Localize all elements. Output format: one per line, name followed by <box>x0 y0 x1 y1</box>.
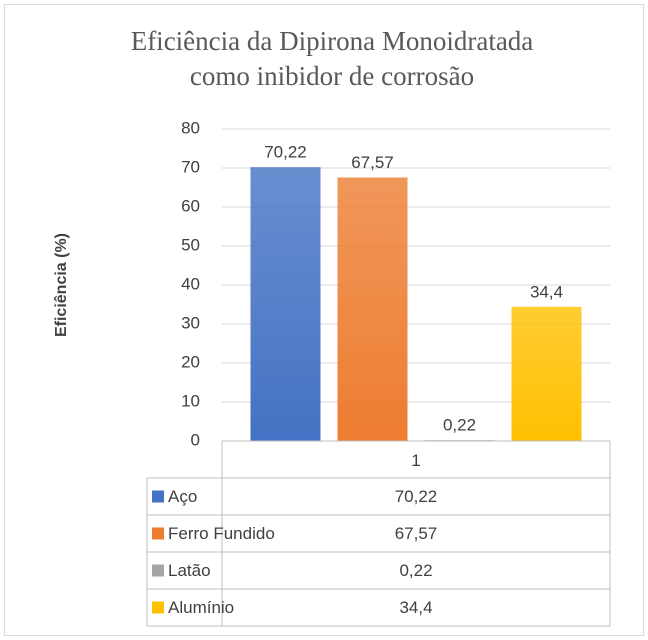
y-tick-label: 30 <box>181 313 200 332</box>
y-tick-label: 50 <box>181 235 200 254</box>
y-tick-label: 0 <box>191 430 200 449</box>
y-tick-label: 10 <box>181 391 200 410</box>
table-cell: 34,4 <box>399 598 432 617</box>
data-label: 67,57 <box>351 153 394 172</box>
chart-title: Eficiência da Dipirona Monoidratada <box>131 26 534 56</box>
table-cell: 0,22 <box>399 561 432 580</box>
legend-key <box>152 564 164 577</box>
legend-key <box>152 527 164 540</box>
legend-key <box>152 601 164 614</box>
legend-entry: Ferro Fundido <box>168 524 275 543</box>
y-tick-label: 70 <box>181 157 200 176</box>
x-tick-label: 1 <box>411 451 420 470</box>
data-label: 34,4 <box>530 282 563 301</box>
legend-entry: Alumínio <box>168 598 234 617</box>
table-cell: 67,57 <box>395 524 438 543</box>
bar <box>511 306 582 441</box>
data-label: 70,22 <box>264 143 307 162</box>
chart-title: como inibidor de corrosão <box>190 61 474 91</box>
y-tick-label: 20 <box>181 352 200 371</box>
y-axis-title: Eficiência (%) <box>53 233 70 337</box>
legend-key <box>152 490 164 503</box>
y-tick-label: 80 <box>181 118 200 137</box>
table-cell: 70,22 <box>395 487 438 506</box>
y-tick-label: 40 <box>181 274 200 293</box>
bar <box>250 167 321 441</box>
y-tick-label: 60 <box>181 196 200 215</box>
legend-entry: Aço <box>168 487 197 506</box>
bar <box>337 177 408 442</box>
legend-entry: Latão <box>168 561 211 580</box>
data-label: 0,22 <box>443 416 476 435</box>
